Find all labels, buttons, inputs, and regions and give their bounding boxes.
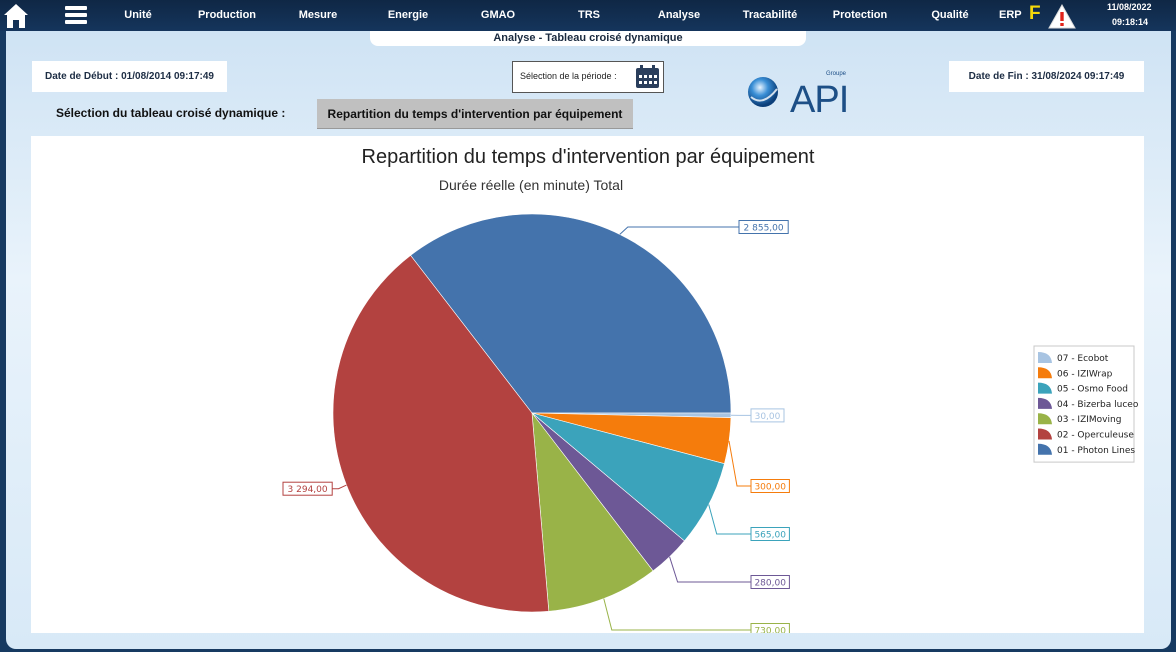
data-label-text: 300,00 (754, 483, 786, 493)
data-label-06-iziwrap: 300,00 (751, 480, 789, 493)
leader-line-04-bizerba-luceo (670, 557, 751, 582)
pie-chart: Repartition du temps d'intervention par … (31, 136, 1144, 633)
nav-erp[interactable]: ERP (999, 0, 1022, 30)
warning-icon[interactable] (1048, 4, 1076, 29)
leader-line-02-operculeuse (332, 485, 346, 489)
leader-line-01-photon-lines (620, 227, 739, 234)
nav-mesure[interactable]: Mesure (299, 0, 338, 31)
nav-analyse[interactable]: Analyse (658, 0, 700, 31)
pivot-table-selector-label: Sélection du tableau croisé dynamique : (56, 106, 285, 120)
nav-production[interactable]: Production (198, 0, 256, 31)
data-label-text: 2 855,00 (744, 224, 784, 234)
legend-label: 07 - Ecobot (1057, 354, 1109, 364)
page-title: Analyse - Tableau croisé dynamique (370, 31, 806, 46)
data-label-01-photon-lines: 2 855,00 (739, 221, 788, 234)
legend-label: 05 - Osmo Food (1057, 385, 1128, 395)
legend-label: 03 - IZIMoving (1057, 415, 1121, 425)
nav-tracabilite[interactable]: Tracabilité (743, 0, 797, 31)
flag-f-indicator: F (1029, 1, 1041, 27)
nav-protection[interactable]: Protection (833, 0, 887, 31)
legend-label: 04 - Bizerba luceo (1057, 400, 1139, 410)
logo-api-text: API (790, 79, 848, 115)
data-label-text: 730,00 (754, 627, 786, 634)
chart-subtitle: Durée réelle (en minute) Total (439, 177, 623, 193)
data-label-text: 280,00 (754, 579, 786, 589)
data-label-07-ecobot: 30,00 (751, 409, 784, 422)
data-label-05-osmo-food: 565,00 (751, 528, 789, 541)
pivot-table-selector[interactable]: Repartition du temps d'intervention par … (317, 99, 633, 129)
data-label-02-operculeuse: 3 294,00 (283, 482, 332, 495)
period-selector-label: Sélection de la période : (520, 71, 617, 81)
data-label-04-bizerba-luceo: 280,00 (751, 576, 789, 589)
leader-line-05-osmo-food (709, 505, 751, 535)
nav-qualite[interactable]: Qualité (931, 0, 968, 31)
period-selector[interactable]: Sélection de la période : (512, 61, 664, 93)
data-label-text: 30,00 (755, 412, 781, 422)
calendar-icon[interactable] (635, 65, 660, 89)
nav-unite[interactable]: Unité (124, 0, 152, 31)
legend-label: 01 - Photon Lines (1057, 446, 1135, 456)
hamburger-menu-icon[interactable] (65, 6, 87, 24)
leader-line-06-iziwrap (729, 441, 751, 486)
nav-trs[interactable]: TRS (578, 0, 600, 31)
nav-gmao[interactable]: GMAO (481, 0, 515, 31)
data-label-text: 565,00 (754, 531, 786, 541)
legend-label: 02 - Operculeuse (1057, 431, 1134, 441)
data-label-03-izimoving: 730,00 (751, 624, 789, 634)
legend-label: 06 - IZIWrap (1057, 369, 1113, 379)
data-label-text: 3 294,00 (288, 485, 328, 495)
current-time: 09:18:14 (1112, 17, 1148, 27)
chart-title: Repartition du temps d'intervention par … (362, 146, 815, 168)
start-date-display: Date de Début : 01/08/2014 09:17:49 (32, 61, 227, 92)
home-icon[interactable] (3, 3, 29, 29)
leader-line-03-izimoving (604, 599, 751, 630)
end-date-display: Date de Fin : 31/08/2024 09:17:49 (949, 61, 1144, 92)
current-date: 11/08/2022 (1107, 2, 1152, 12)
main-content: Analyse - Tableau croisé dynamique Date … (6, 31, 1171, 649)
logo-group-text: Groupe (826, 71, 847, 77)
company-logo: Groupe API (746, 67, 866, 115)
top-navigation-bar: Unité Production Mesure Energie GMAO TRS… (0, 0, 1176, 31)
chart-panel: Repartition du temps d'intervention par … (31, 136, 1144, 633)
nav-energie[interactable]: Energie (388, 0, 428, 31)
